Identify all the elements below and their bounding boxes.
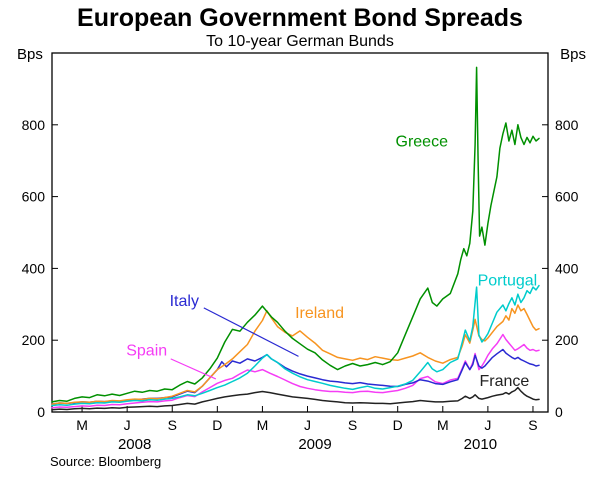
x-tick-label: S: [528, 417, 537, 433]
y-tick-label-right: 800: [555, 117, 579, 133]
x-tick-label: M: [76, 417, 88, 433]
plot-frame: [51, 52, 549, 413]
series-line-portugal: [51, 284, 540, 407]
year-label-2009: 2009: [298, 436, 331, 453]
y-tick-label-left: 800: [22, 117, 46, 133]
unit-label-left: Bps: [17, 46, 43, 63]
year-label-2010: 2010: [464, 436, 497, 453]
label-pointer-italy: [203, 307, 299, 357]
source-note: Source: Bloomberg: [50, 454, 162, 469]
y-tick-label-right: 400: [555, 260, 579, 276]
x-tick-label: J: [124, 417, 131, 433]
chart-title: European Government Bond Spreads: [77, 4, 523, 32]
y-tick-label-left: 600: [22, 189, 46, 205]
series-label-france: France: [480, 373, 530, 390]
series-line-greece: [51, 66, 540, 403]
x-tick-label: S: [168, 417, 177, 433]
y-tick-label-right: 0: [555, 404, 563, 420]
x-tick-label: D: [212, 417, 222, 433]
y-tick-label-left: 400: [22, 260, 46, 276]
series-label-greece: Greece: [396, 133, 449, 150]
x-tick-label: J: [484, 417, 491, 433]
x-tick-label: D: [393, 417, 403, 433]
y-tick-label-right: 600: [555, 189, 579, 205]
y-tick-label-right: 200: [555, 332, 579, 348]
x-tick-label: J: [304, 417, 311, 433]
series-line-france: [51, 386, 540, 411]
label-pointer-spain: [170, 358, 217, 380]
x-tick-label: M: [257, 417, 269, 433]
y-tick-label-left: 200: [22, 332, 46, 348]
series-label-portugal: Portugal: [478, 273, 538, 290]
series-line-ireland: [51, 304, 540, 405]
x-tick-label: M: [437, 417, 449, 433]
series-label-ireland: Ireland: [295, 305, 344, 322]
chart-subtitle: To 10-year German Bunds: [206, 33, 394, 50]
series-label-italy: Italy: [170, 293, 199, 310]
year-label-2008: 2008: [118, 436, 151, 453]
series-label-spain: Spain: [126, 342, 167, 359]
series-line-spain: [51, 333, 540, 409]
unit-label-right: Bps: [560, 46, 586, 63]
x-tick-label: S: [348, 417, 357, 433]
y-tick-label-left: 0: [37, 404, 45, 420]
